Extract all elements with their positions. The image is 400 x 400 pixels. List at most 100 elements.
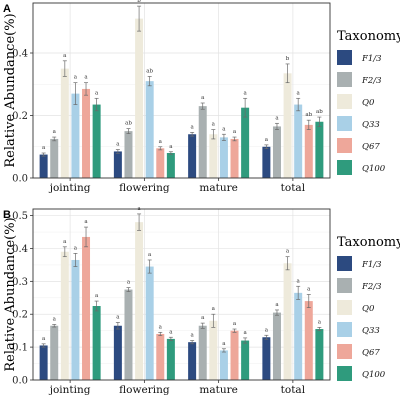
bar bbox=[60, 251, 69, 380]
significance-letter: a bbox=[307, 287, 311, 293]
y-tick-label: 0.2 bbox=[12, 310, 28, 321]
legend-swatch bbox=[337, 160, 352, 175]
significance-letter: a bbox=[233, 321, 237, 327]
significance-letter: a bbox=[127, 280, 131, 286]
bar bbox=[124, 289, 133, 380]
bar bbox=[135, 18, 144, 178]
bar bbox=[71, 93, 80, 178]
bar bbox=[294, 292, 303, 380]
bar bbox=[156, 148, 165, 178]
bar bbox=[92, 104, 101, 178]
legend-swatch bbox=[337, 116, 352, 131]
bar bbox=[315, 329, 324, 380]
significance-letter: ab bbox=[125, 121, 132, 127]
significance-letter: a bbox=[74, 75, 78, 81]
legend-title: Taxonomy bbox=[337, 29, 400, 44]
plot-frame bbox=[32, 208, 331, 381]
significance-letter: a bbox=[190, 124, 194, 130]
bar bbox=[304, 124, 313, 178]
bar bbox=[262, 146, 271, 178]
significance-letter: a bbox=[84, 219, 88, 225]
legend-swatch bbox=[337, 50, 352, 65]
bar bbox=[209, 320, 218, 380]
legend-swatch bbox=[337, 366, 352, 381]
legend-swatch bbox=[337, 94, 352, 109]
significance-letter: a bbox=[169, 329, 173, 335]
legend-label: Q33 bbox=[362, 326, 380, 336]
y-tick-label: 0.2 bbox=[12, 111, 28, 122]
bar bbox=[60, 68, 69, 178]
x-tick-label: flowering bbox=[119, 384, 170, 396]
plot-frame bbox=[32, 2, 331, 179]
bar bbox=[272, 312, 281, 380]
significance-letter: a bbox=[212, 122, 216, 128]
legend-swatch bbox=[337, 256, 352, 271]
legend-label: F1/3 bbox=[361, 54, 382, 64]
bar bbox=[82, 236, 91, 380]
significance-letter: a bbox=[95, 293, 99, 299]
significance-letter: a bbox=[63, 53, 67, 59]
bar bbox=[92, 306, 101, 380]
significance-letter: a bbox=[318, 319, 322, 325]
legend-swatch bbox=[337, 344, 352, 359]
bar bbox=[219, 350, 228, 380]
significance-letter: a bbox=[201, 315, 205, 321]
significance-letter: a bbox=[169, 144, 173, 150]
bar bbox=[283, 73, 292, 178]
bar bbox=[39, 345, 48, 380]
legend-swatch bbox=[337, 138, 352, 153]
bar bbox=[71, 259, 80, 380]
bar bbox=[272, 126, 281, 178]
y-tick-label: 0.5 bbox=[12, 211, 28, 222]
significance-letter: a bbox=[190, 333, 194, 339]
bar bbox=[230, 330, 239, 380]
legend-label: Q0 bbox=[362, 98, 375, 108]
bar bbox=[241, 107, 250, 178]
bar bbox=[145, 81, 154, 178]
significance-letter: a bbox=[297, 278, 301, 284]
y-tick-label: 0.0 bbox=[12, 376, 28, 387]
significance-letter: a bbox=[275, 302, 279, 308]
significance-letter: a bbox=[42, 336, 46, 342]
significance-letter: a bbox=[159, 324, 163, 330]
legend-swatch bbox=[337, 72, 352, 87]
bar bbox=[39, 154, 48, 178]
significance-letter: a bbox=[116, 314, 120, 320]
bar bbox=[188, 342, 197, 380]
y-axis-title: Relative Abundance(%) bbox=[3, 13, 18, 167]
bar bbox=[188, 134, 197, 178]
bar bbox=[113, 151, 122, 178]
legend-label: F1/3 bbox=[361, 260, 382, 270]
bar bbox=[198, 106, 207, 178]
significance-letter: a bbox=[233, 129, 237, 135]
chart-panel-b: 0.00.10.20.30.40.5aaaaaajointingaaaaaafl… bbox=[3, 206, 400, 396]
legend-label: F2/3 bbox=[361, 282, 382, 292]
significance-letter: ab bbox=[146, 68, 153, 74]
y-axis-title: Relative Abundance(%) bbox=[3, 217, 18, 371]
significance-letter: a bbox=[84, 75, 88, 81]
bar bbox=[304, 301, 313, 380]
bar bbox=[219, 137, 228, 178]
significance-letter: a bbox=[265, 327, 269, 333]
significance-letter: a bbox=[275, 115, 279, 121]
bar bbox=[283, 263, 292, 380]
legend-label: Q0 bbox=[362, 304, 375, 314]
significance-letter: a bbox=[286, 249, 290, 255]
y-tick-label: 0.4 bbox=[12, 49, 28, 60]
x-tick-label: mature bbox=[199, 182, 237, 194]
x-tick-label: total bbox=[281, 384, 306, 396]
x-tick-label: jointing bbox=[48, 384, 91, 396]
significance-letter: a bbox=[53, 316, 57, 322]
y-tick-label: 0.3 bbox=[12, 277, 28, 288]
significance-letter: b bbox=[286, 56, 290, 62]
significance-letter: a bbox=[243, 330, 247, 336]
bar bbox=[50, 138, 59, 178]
bar bbox=[145, 266, 154, 380]
significance-letter: a bbox=[63, 239, 67, 245]
bar bbox=[262, 337, 271, 380]
significance-letter: ab bbox=[316, 109, 323, 115]
bar bbox=[294, 104, 303, 178]
x-tick-label: jointing bbox=[48, 182, 91, 194]
